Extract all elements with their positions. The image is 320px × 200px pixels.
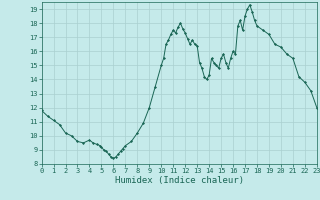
X-axis label: Humidex (Indice chaleur): Humidex (Indice chaleur) [115,176,244,185]
